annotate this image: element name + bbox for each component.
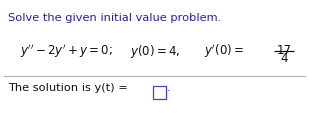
Text: 17: 17 <box>277 44 291 57</box>
Text: $y'' - 2y' + y = 0;$: $y'' - 2y' + y = 0;$ <box>20 43 113 60</box>
Text: 4: 4 <box>280 52 288 65</box>
Text: The solution is y(t) =: The solution is y(t) = <box>8 83 131 93</box>
Text: .: . <box>167 83 171 93</box>
Text: $y'(0) =$: $y'(0) =$ <box>204 43 244 60</box>
Text: Solve the given initial value problem.: Solve the given initial value problem. <box>8 13 221 23</box>
Text: $y(0) = 4,$: $y(0) = 4,$ <box>130 43 180 60</box>
Bar <box>153 86 166 99</box>
